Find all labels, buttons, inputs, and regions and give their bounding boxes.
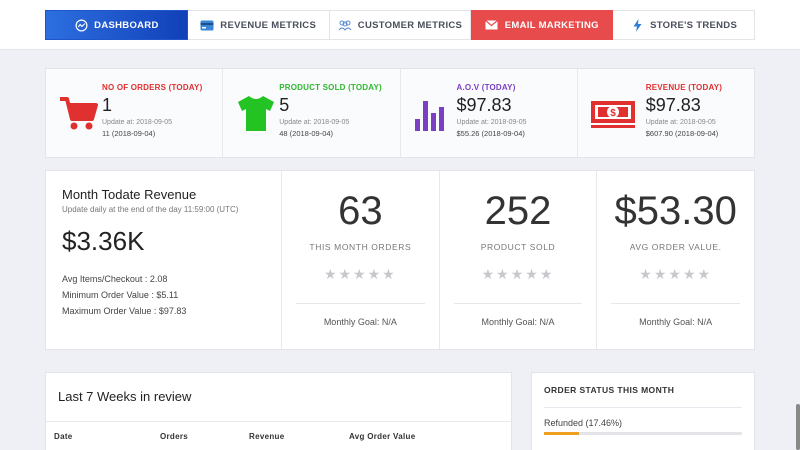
tab-dashboard[interactable]: Dashboard bbox=[45, 10, 188, 40]
star-rating-icon: ★★★★★ bbox=[323, 266, 397, 282]
tab-customer-metrics[interactable]: Customer Metrics bbox=[329, 10, 472, 40]
stat-aov-value: $97.83 bbox=[456, 95, 512, 115]
tab-customer-metrics-label: Customer Metrics bbox=[357, 19, 463, 31]
weeks-title: Last 7 Weeks in review bbox=[58, 389, 192, 404]
metric-avg-order-value: $53.30 Avg Order Value. ★★★★★ Monthly Go… bbox=[597, 171, 754, 349]
month-todate-revenue: Month Todate Revenue Update daily at the… bbox=[46, 171, 282, 349]
metric-avg-order-value-goal: Monthly Goal: N/A bbox=[639, 317, 713, 327]
stat-product-sold-previous: 48 (2018-09-04) bbox=[279, 129, 334, 138]
star-rating-icon: ★★★★★ bbox=[481, 266, 555, 282]
metric-month-orders-value: 63 bbox=[338, 189, 383, 233]
stat-product-sold-updated: Update at: 2018-09-05 bbox=[279, 119, 350, 126]
today-stats-row: No of Orders (Today) 1 Update at: 2018-0… bbox=[45, 68, 755, 158]
stat-product-sold-label: Product Sold (Today) bbox=[279, 83, 382, 92]
envelope-icon bbox=[485, 18, 499, 32]
revenue-subtitle: Update daily at the end of the day 11:59… bbox=[62, 205, 239, 214]
stat-revenue-previous: $607.90 (2018-09-04) bbox=[645, 129, 719, 138]
svg-text:$: $ bbox=[610, 108, 616, 119]
stat-orders-previous: 11 (2018-09-04) bbox=[102, 129, 156, 138]
page-scrollbar[interactable] bbox=[796, 404, 800, 450]
order-status-title: Order Status This Month bbox=[544, 385, 675, 395]
status-refunded-bar bbox=[544, 432, 742, 435]
tab-revenue-metrics-label: Revenue Metrics bbox=[220, 19, 317, 31]
metric-month-orders-goal: Monthly Goal: N/A bbox=[323, 317, 397, 327]
stat-aov-previous: $55.26 (2018-09-04) bbox=[456, 129, 525, 138]
avg-items-checkout: Avg Items/Checkout : 2.08 bbox=[62, 274, 168, 284]
credit-card-icon bbox=[200, 18, 214, 32]
month-revenue-panel: Month Todate Revenue Update daily at the… bbox=[45, 170, 755, 350]
users-icon bbox=[338, 18, 352, 32]
weeks-table-header: Date Orders Revenue Avg Order Value bbox=[46, 421, 511, 447]
maximum-order-value: Maximum Order Value : $97.83 bbox=[62, 306, 187, 316]
metric-product-sold-value: 252 bbox=[484, 189, 552, 233]
revenue-title: Month Todate Revenue bbox=[62, 187, 197, 202]
stat-orders-label: No of Orders (Today) bbox=[102, 83, 203, 92]
tab-bar: Dashboard Revenue Metrics Customer Metri… bbox=[45, 10, 755, 40]
stat-aov-label: A.O.V (Today) bbox=[456, 83, 516, 92]
stat-revenue-updated: Update at: 2018-09-05 bbox=[645, 119, 716, 126]
stat-revenue-today: $ Revenue (Today) $97.83 Update at: 2018… bbox=[577, 69, 754, 157]
last-7-weeks-panel: Last 7 Weeks in review Date Orders Reven… bbox=[45, 372, 512, 450]
stat-product-sold-value: 5 bbox=[279, 95, 290, 115]
star-rating-icon: ★★★★★ bbox=[639, 266, 713, 282]
metric-month-orders: 63 This Month Orders ★★★★★ Monthly Goal:… bbox=[282, 171, 440, 349]
money-bill-icon: $ bbox=[590, 93, 635, 133]
tab-email-marketing[interactable]: Email Marketing bbox=[471, 10, 614, 40]
stat-aov-updated: Update at: 2018-09-05 bbox=[456, 119, 527, 126]
gauge-icon bbox=[74, 18, 88, 32]
stat-product-sold-today: Product Sold (Today) 5 Update at: 2018-0… bbox=[223, 69, 401, 157]
stat-revenue-value: $97.83 bbox=[645, 95, 701, 115]
status-refunded-label: Refunded (17.46%) bbox=[544, 418, 623, 428]
column-revenue[interactable]: Revenue bbox=[249, 432, 285, 441]
tab-stores-trends[interactable]: Store's Trends bbox=[613, 10, 755, 40]
revenue-amount: $3.36K bbox=[62, 226, 145, 256]
metric-product-sold-caption: Product Sold bbox=[480, 242, 556, 252]
metric-product-sold: 252 Product Sold ★★★★★ Monthly Goal: N/A bbox=[440, 171, 598, 349]
stat-orders-today: No of Orders (Today) 1 Update at: 2018-0… bbox=[46, 69, 224, 157]
tab-revenue-metrics[interactable]: Revenue Metrics bbox=[187, 10, 330, 40]
metric-month-orders-caption: This Month Orders bbox=[309, 242, 412, 252]
order-status-panel: Order Status This Month Refunded (17.46%… bbox=[531, 372, 755, 450]
column-avg-order-value[interactable]: Avg Order Value bbox=[349, 432, 416, 441]
column-orders[interactable]: Orders bbox=[160, 432, 189, 441]
column-date[interactable]: Date bbox=[54, 432, 73, 441]
metric-avg-order-value-value: $53.30 bbox=[614, 189, 737, 233]
metric-avg-order-value-caption: Avg Order Value. bbox=[629, 242, 722, 252]
tab-email-marketing-label: Email Marketing bbox=[504, 19, 599, 31]
bar-chart-icon bbox=[413, 93, 455, 133]
shopping-cart-icon bbox=[58, 93, 100, 133]
minimum-order-value: Minimum Order Value : $5.11 bbox=[62, 290, 179, 300]
stat-aov-today: A.O.V (Today) $97.83 Update at: 2018-09-… bbox=[400, 69, 578, 157]
tab-dashboard-label: Dashboard bbox=[94, 19, 159, 31]
metric-product-sold-goal: Monthly Goal: N/A bbox=[481, 317, 555, 327]
stat-orders-value: 1 bbox=[102, 95, 113, 115]
stat-orders-updated: Update at: 2018-09-05 bbox=[102, 119, 173, 126]
t-shirt-icon bbox=[235, 93, 277, 133]
bolt-icon bbox=[630, 18, 644, 32]
top-navigation: Dashboard Revenue Metrics Customer Metri… bbox=[0, 0, 800, 50]
stat-revenue-label: Revenue (Today) bbox=[645, 83, 723, 92]
status-refunded-fill bbox=[544, 432, 579, 435]
tab-stores-trends-label: Store's Trends bbox=[650, 19, 738, 31]
